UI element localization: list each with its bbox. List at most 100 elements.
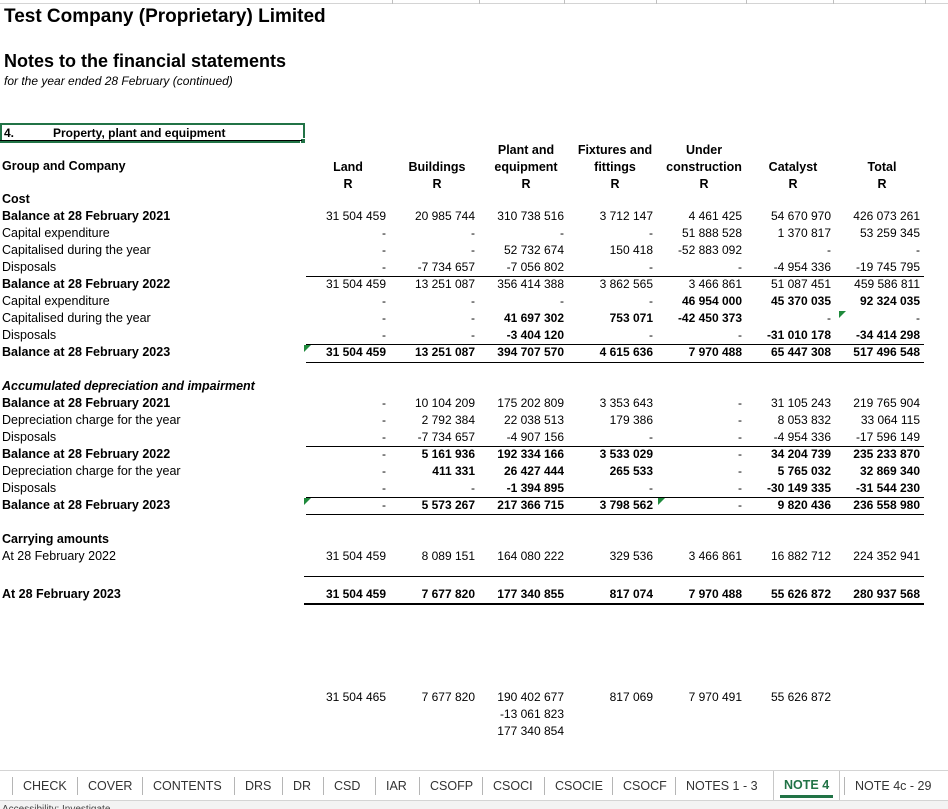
table-cell[interactable]: - <box>382 430 386 444</box>
table-cell[interactable]: 5 765 032 <box>777 464 831 478</box>
table-cell[interactable]: -31 544 230 <box>855 481 920 495</box>
table-cell[interactable]: 51 087 451 <box>770 277 831 291</box>
table-cell[interactable]: 7 970 488 <box>688 587 742 601</box>
table-cell[interactable]: 65 447 308 <box>770 345 831 359</box>
table-cell[interactable]: - <box>471 328 475 342</box>
table-cell[interactable]: - <box>382 328 386 342</box>
table-cell[interactable]: 426 073 261 <box>853 209 920 223</box>
table-cell[interactable]: - <box>382 396 386 410</box>
table-cell[interactable]: - <box>560 226 564 240</box>
table-cell[interactable]: - <box>649 294 653 308</box>
table-cell[interactable]: 517 496 548 <box>853 345 920 359</box>
check-cell[interactable]: -13 061 823 <box>499 707 564 721</box>
table-cell[interactable]: 329 536 <box>609 549 653 563</box>
sheet-tab[interactable]: COVER <box>77 777 142 795</box>
table-cell[interactable]: 164 080 222 <box>497 549 564 563</box>
table-cell[interactable]: -4 907 156 <box>506 430 564 444</box>
table-cell[interactable]: - <box>649 328 653 342</box>
sheet-tab[interactable]: NOTE 4 <box>773 771 841 800</box>
table-cell[interactable]: - <box>738 413 742 427</box>
table-cell[interactable]: - <box>738 481 742 495</box>
table-cell[interactable]: 219 765 904 <box>853 396 920 410</box>
table-cell[interactable]: 4 615 636 <box>599 345 653 359</box>
table-cell[interactable]: 179 386 <box>609 413 653 427</box>
table-cell[interactable]: 3 798 562 <box>599 498 653 512</box>
table-cell[interactable]: 217 366 715 <box>497 498 564 512</box>
table-cell[interactable]: -34 414 298 <box>855 328 920 342</box>
table-cell[interactable]: 16 882 712 <box>770 549 831 563</box>
table-cell[interactable]: 34 204 739 <box>770 447 831 461</box>
check-cell[interactable]: 177 340 854 <box>497 724 564 738</box>
table-cell[interactable]: - <box>738 498 742 512</box>
table-cell[interactable]: - <box>738 430 742 444</box>
table-cell[interactable]: - <box>382 260 386 274</box>
table-cell[interactable]: 7 677 820 <box>421 587 475 601</box>
table-cell[interactable]: 31 504 459 <box>325 587 386 601</box>
table-cell[interactable]: 265 533 <box>609 464 653 478</box>
table-cell[interactable]: 5 573 267 <box>421 498 475 512</box>
table-cell[interactable]: 9 820 436 <box>777 498 831 512</box>
table-cell[interactable]: 31 504 459 <box>325 345 386 359</box>
table-cell[interactable]: - <box>649 226 653 240</box>
table-cell[interactable]: 310 738 516 <box>497 209 564 223</box>
selected-cell[interactable] <box>0 123 305 143</box>
check-cell[interactable]: 817 069 <box>609 690 653 704</box>
sheet-tab[interactable]: CHECK <box>12 777 77 795</box>
fill-handle[interactable] <box>300 138 306 144</box>
table-cell[interactable]: 7 970 488 <box>688 345 742 359</box>
table-cell[interactable]: 280 937 568 <box>853 587 920 601</box>
table-cell[interactable]: - <box>827 243 831 257</box>
table-cell[interactable]: 8 053 832 <box>777 413 831 427</box>
table-cell[interactable]: 33 064 115 <box>860 413 920 427</box>
table-cell[interactable]: 4 461 425 <box>688 209 742 223</box>
table-cell[interactable]: 356 414 388 <box>497 277 564 291</box>
sheet-tab[interactable]: DR <box>282 777 321 795</box>
sheet-tab[interactable]: CSOCI <box>482 777 543 795</box>
table-cell[interactable]: 192 334 166 <box>497 447 564 461</box>
table-cell[interactable]: 13 251 087 <box>414 345 475 359</box>
table-cell[interactable]: - <box>649 430 653 444</box>
table-cell[interactable]: - <box>471 311 475 325</box>
table-cell[interactable]: -7 734 657 <box>417 430 475 444</box>
table-cell[interactable]: 177 340 855 <box>497 587 564 601</box>
table-cell[interactable]: - <box>649 481 653 495</box>
table-cell[interactable]: 10 104 209 <box>414 396 475 410</box>
sheet-tab[interactable]: NOTE 4c - 29 <box>844 777 941 795</box>
table-cell[interactable]: - <box>471 294 475 308</box>
table-cell[interactable]: - <box>382 447 386 461</box>
table-cell[interactable]: -19 745 795 <box>855 260 920 274</box>
table-cell[interactable]: -30 149 335 <box>766 481 831 495</box>
table-cell[interactable]: -42 450 373 <box>677 311 742 325</box>
table-cell[interactable]: - <box>827 311 831 325</box>
sheet-tab[interactable]: CSOFP <box>419 777 483 795</box>
check-cell[interactable]: 31 504 465 <box>325 690 386 704</box>
sheet-tab[interactable]: IAR <box>375 777 417 795</box>
check-cell[interactable]: 7 970 491 <box>688 690 742 704</box>
table-cell[interactable]: -7 734 657 <box>417 260 475 274</box>
table-cell[interactable]: -1 394 895 <box>506 481 564 495</box>
table-cell[interactable]: 459 586 811 <box>854 277 920 291</box>
table-cell[interactable]: - <box>382 481 386 495</box>
table-cell[interactable]: 26 427 444 <box>503 464 564 478</box>
table-cell[interactable]: - <box>738 447 742 461</box>
table-cell[interactable]: 22 038 513 <box>503 413 564 427</box>
table-cell[interactable]: - <box>738 328 742 342</box>
table-cell[interactable]: 41 697 302 <box>503 311 564 325</box>
table-cell[interactable]: - <box>471 243 475 257</box>
table-cell[interactable]: - <box>382 498 386 512</box>
table-cell[interactable]: 55 626 872 <box>770 587 831 601</box>
table-cell[interactable]: 236 558 980 <box>853 498 920 512</box>
table-cell[interactable]: - <box>738 260 742 274</box>
table-cell[interactable]: 46 954 000 <box>681 294 742 308</box>
table-cell[interactable]: 235 233 870 <box>853 447 920 461</box>
table-cell[interactable]: - <box>382 311 386 325</box>
sheet-tab[interactable]: NOTES 1 - 3 <box>675 777 768 795</box>
table-cell[interactable]: -4 954 336 <box>773 260 831 274</box>
table-cell[interactable]: 31 105 243 <box>770 396 831 410</box>
table-cell[interactable]: 175 202 809 <box>497 396 564 410</box>
table-cell[interactable]: 32 869 340 <box>859 464 920 478</box>
table-cell[interactable]: 13 251 087 <box>414 277 475 291</box>
table-cell[interactable]: 31 504 459 <box>325 209 386 223</box>
table-cell[interactable]: 817 074 <box>609 587 653 601</box>
table-cell[interactable]: - <box>382 413 386 427</box>
